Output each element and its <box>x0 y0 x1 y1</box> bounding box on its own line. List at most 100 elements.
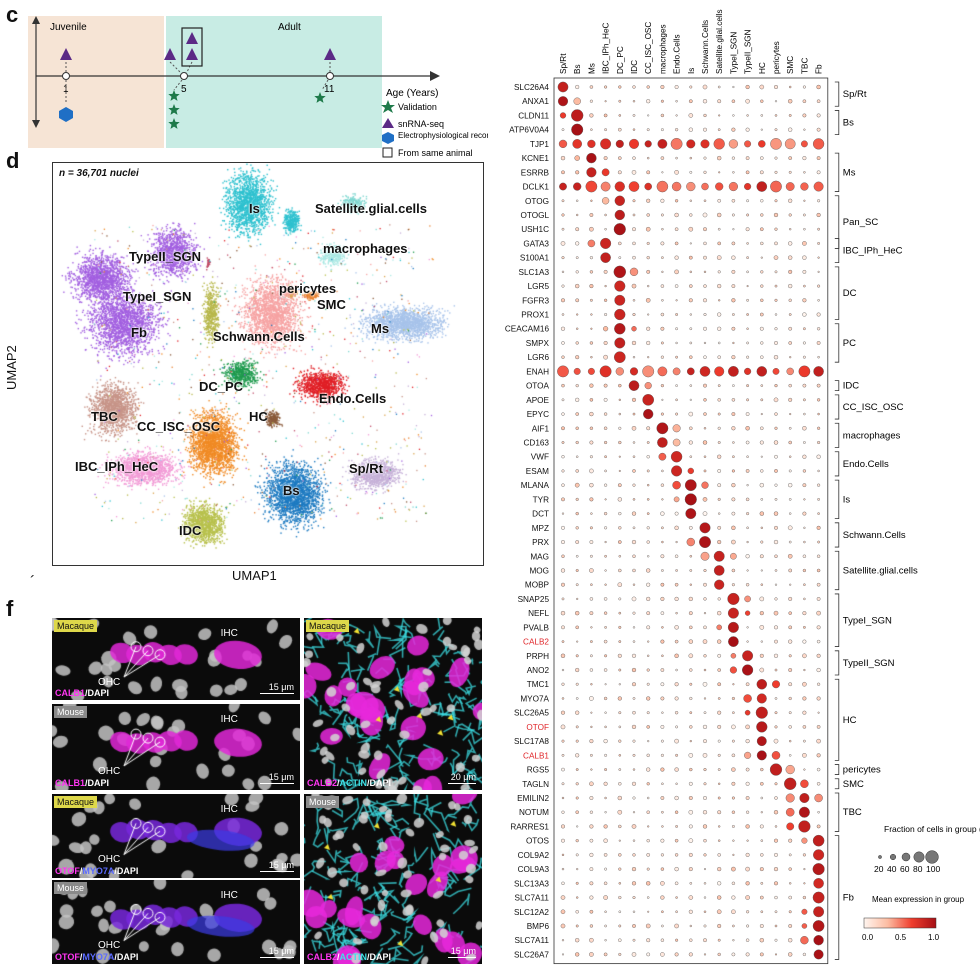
dot <box>817 199 821 203</box>
dot <box>661 227 664 231</box>
dot <box>812 138 825 150</box>
stain-label: CALB2/ACTIN/DAPI <box>307 952 391 962</box>
dot <box>561 213 565 217</box>
dot <box>604 910 607 913</box>
dot <box>731 525 736 531</box>
dot <box>760 199 764 203</box>
dot <box>660 312 665 317</box>
dot <box>802 255 807 260</box>
dot <box>617 696 622 701</box>
dot <box>660 355 664 359</box>
dotplot-gene-label: GATA3 <box>523 239 549 248</box>
microscopy-canvas <box>52 704 300 790</box>
dot <box>746 398 750 402</box>
dot <box>657 366 668 377</box>
dot <box>575 768 579 771</box>
dot <box>618 398 621 401</box>
group-label: TypeI_SGN <box>843 615 892 626</box>
dot <box>561 270 565 274</box>
dot <box>802 483 807 488</box>
dot <box>575 440 579 445</box>
umap-cluster-label: Schwann.Cells <box>213 329 305 344</box>
dot <box>744 751 752 759</box>
dot <box>674 554 679 558</box>
dot <box>732 228 735 231</box>
dot <box>589 824 594 829</box>
dot <box>703 910 707 913</box>
dot <box>561 469 565 473</box>
dot <box>702 810 708 815</box>
dot <box>774 597 778 601</box>
dot <box>656 422 669 435</box>
dot <box>575 384 579 388</box>
size-legend-dot <box>913 851 925 863</box>
dot <box>803 498 806 501</box>
dotplot-gene-label: PRPH <box>526 652 549 661</box>
group-label: CC_ISC_OSC <box>843 402 904 413</box>
dot <box>561 753 565 757</box>
dot <box>603 383 608 388</box>
dotplot-gene-label: ESRRB <box>521 168 550 177</box>
group-label: Fb <box>843 893 854 904</box>
dot <box>717 128 721 131</box>
dotplot-gene-label: CLDN11 <box>518 111 549 120</box>
dot <box>590 626 593 629</box>
dot <box>774 924 778 928</box>
dot <box>604 768 608 772</box>
dot <box>788 895 793 900</box>
scale-bar-label: 20 μm <box>450 772 476 782</box>
dot <box>732 939 735 942</box>
dot <box>718 782 721 785</box>
dot <box>561 383 565 388</box>
dot <box>660 724 665 729</box>
scale-bar-label: 15 μm <box>268 860 294 870</box>
dot <box>675 825 678 828</box>
dot <box>732 711 735 714</box>
dot <box>713 138 725 150</box>
dot <box>774 782 778 786</box>
dot <box>590 583 593 586</box>
dot <box>788 711 792 715</box>
dot <box>760 540 764 544</box>
dot <box>604 455 607 459</box>
dot <box>632 469 636 473</box>
dot <box>816 610 821 616</box>
dotplot-gene-label: SLC1A3 <box>519 268 550 277</box>
dot <box>674 255 679 260</box>
stain-part: MYO7A <box>82 952 115 962</box>
legend-same-animal: From same animal <box>398 148 473 158</box>
dot <box>561 170 565 175</box>
dot <box>590 128 593 131</box>
size-legend-dot <box>901 852 911 862</box>
dot <box>618 568 622 573</box>
dot <box>632 796 636 800</box>
dot <box>803 739 806 743</box>
dot <box>745 227 750 232</box>
dot <box>731 269 736 274</box>
dot <box>674 682 679 687</box>
dot <box>717 724 722 729</box>
dot <box>674 696 679 701</box>
dot <box>788 725 792 729</box>
dot <box>688 127 693 132</box>
dot <box>604 811 607 814</box>
dot <box>660 867 665 871</box>
dot <box>561 867 565 871</box>
dot <box>561 597 565 601</box>
ohc-label: OHC <box>98 940 121 952</box>
dot <box>661 498 664 501</box>
dot <box>660 156 665 160</box>
dot <box>802 454 807 459</box>
dot <box>689 924 692 928</box>
dot <box>603 326 609 332</box>
panel-letter-f: f <box>6 596 14 621</box>
dot <box>631 397 637 402</box>
dot <box>632 811 636 814</box>
dot <box>675 327 678 331</box>
dot <box>575 682 579 686</box>
dot <box>599 365 612 378</box>
dot <box>746 298 749 302</box>
dot <box>631 596 637 602</box>
dot <box>645 298 651 303</box>
stain-part: ACTIN <box>339 778 368 788</box>
